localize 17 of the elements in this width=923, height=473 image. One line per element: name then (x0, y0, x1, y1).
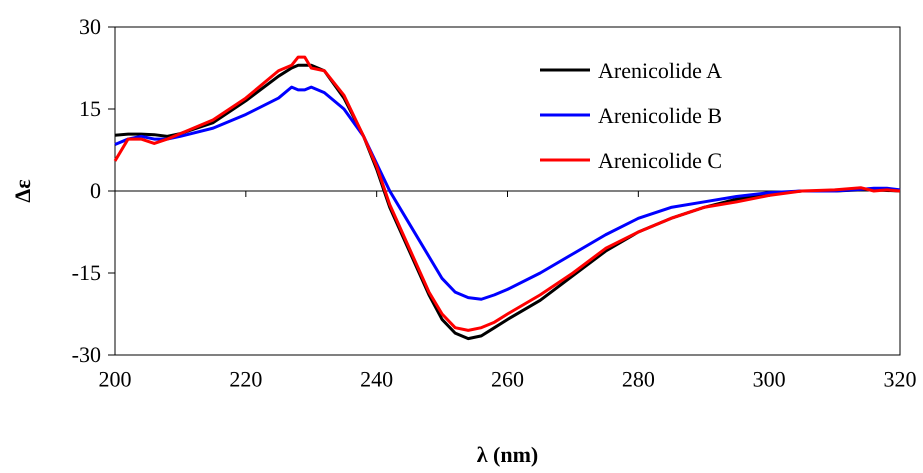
x-tick-label: 300 (752, 366, 786, 392)
x-tick-label: 260 (491, 366, 524, 392)
y-tick-label: 15 (79, 96, 101, 122)
x-axis-title: λ (nm) (476, 442, 538, 467)
legend-label: Arenicolide B (598, 103, 722, 128)
y-tick-label: 30 (79, 14, 101, 40)
x-tick-label: 220 (229, 366, 262, 392)
legend-label: Arenicolide A (598, 58, 722, 83)
legend-label: Arenicolide C (598, 148, 722, 173)
y-axis-title: Δε (10, 179, 35, 203)
y-tick-label: -30 (72, 342, 101, 368)
x-tick-label: 200 (98, 366, 132, 392)
y-tick-label: 0 (90, 178, 101, 204)
x-tick-label: 280 (622, 366, 655, 392)
x-tick-label: 240 (360, 366, 394, 392)
x-tick-label: 320 (884, 366, 916, 392)
y-tick-label: -15 (72, 260, 101, 286)
